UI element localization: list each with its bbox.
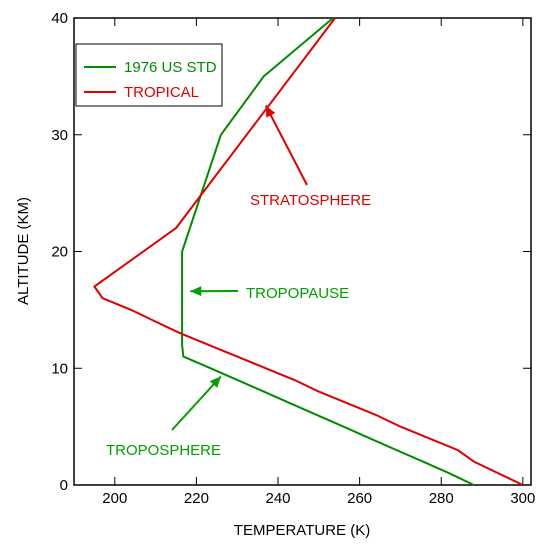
legend-box: [75, 43, 223, 107]
legend-label-tropical: TROPICAL: [124, 84, 199, 101]
annotation-stratosphere: STRATOSPHERE: [250, 192, 371, 209]
series-line-us-std: [181, 17, 475, 486]
y-tick-label: 40: [51, 10, 68, 27]
arrow-tropopause: [190, 286, 239, 297]
y-axis-title: ALTITUDE (KM): [15, 197, 32, 305]
annotation-group: [171, 105, 308, 431]
x-tick-label: 240: [266, 490, 291, 507]
arrow-stratosphere: [264, 105, 308, 186]
legend-label-us-std: 1976 US STD: [124, 59, 217, 76]
series-line-tropical: [93, 17, 524, 486]
y-tick-label: 10: [51, 360, 68, 377]
x-tick-label: 280: [429, 490, 454, 507]
tick-group: 200 220 240 260 280 300 0 10 20 30 40: [51, 10, 535, 507]
x-tick-label: 300: [510, 490, 535, 507]
annotation-tropopause: TROPOPAUSE: [246, 285, 349, 302]
y-tick-label: 20: [51, 244, 68, 261]
annotation-troposphere: TROPOSPHERE: [106, 442, 221, 459]
y-tick-label: 0: [60, 477, 68, 494]
series-group: [93, 17, 524, 486]
y-tick-label: 30: [51, 127, 68, 144]
x-tick-label: 220: [184, 490, 209, 507]
x-axis-title: TEMPERATURE (K): [234, 522, 370, 539]
arrow-troposphere: [171, 375, 222, 431]
x-tick-label: 200: [102, 490, 127, 507]
x-tick-label: 260: [347, 490, 372, 507]
